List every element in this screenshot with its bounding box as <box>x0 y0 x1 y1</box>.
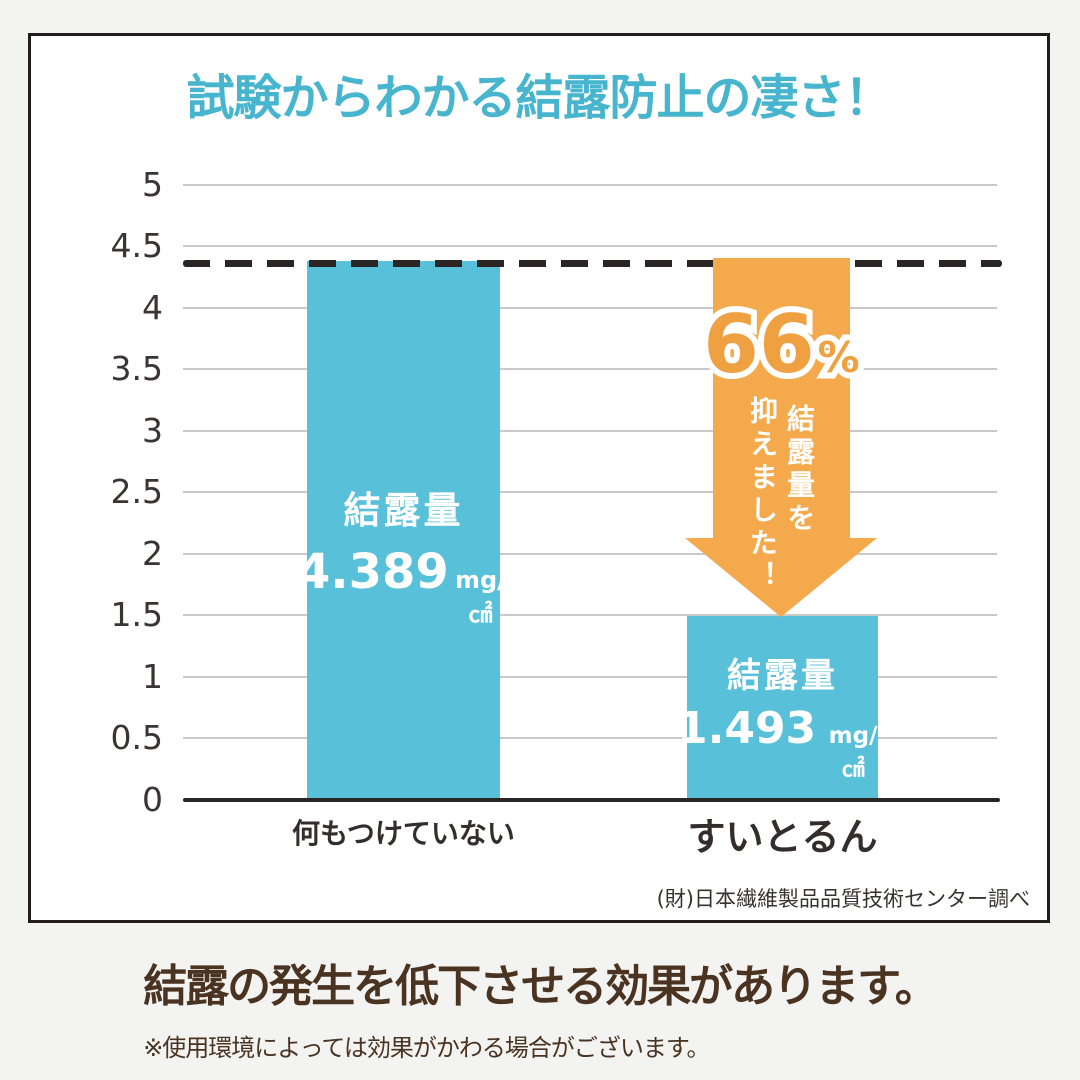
arrow-caption-col1: 結露量を <box>783 404 816 536</box>
arrow-caption: 結露量を 抑えました！ <box>680 396 880 610</box>
y-tick-label: 0 <box>142 780 163 819</box>
gridline <box>183 307 997 309</box>
chart-panel <box>28 33 1050 923</box>
footer-heading: 結露の発生を低下させる効果があります。 <box>143 961 939 1012</box>
y-tick-label: 2.5 <box>110 472 163 511</box>
gridline <box>183 737 997 739</box>
percent-callout: 66% 66% <box>678 298 885 391</box>
bar1-unit: mg/㎠ <box>454 566 506 628</box>
footer: 結露の発生を低下させる効果があります。 ※使用環境によっては効果がかわる場合がご… <box>0 950 1080 1063</box>
bar2-unit: mg/㎠ <box>828 723 878 782</box>
reference-dashed-line <box>183 260 1002 267</box>
gridline <box>183 368 997 370</box>
gridline <box>183 184 997 186</box>
down-arrow <box>685 258 877 617</box>
y-tick-label: 5 <box>142 165 163 204</box>
down-arrow-shape <box>685 258 877 617</box>
y-tick-label: 2 <box>142 534 163 573</box>
gridline <box>183 430 997 432</box>
bar1-value: 4.389 <box>297 544 449 600</box>
percent-outline: 66% <box>697 298 865 391</box>
gridline <box>183 676 997 678</box>
bar-no-treatment <box>307 261 500 800</box>
category-label-suitorun: すいとるん <box>687 815 878 859</box>
percent-value: 66% <box>703 298 860 391</box>
gridline <box>183 245 997 247</box>
x-axis-line <box>183 798 1000 802</box>
y-tick-label: 4.5 <box>110 226 163 265</box>
gridline <box>183 491 997 493</box>
y-tick-label: 3.5 <box>110 349 163 388</box>
gridline <box>183 553 997 555</box>
bar2-name: 結露量 <box>727 656 838 696</box>
bar-suitorun <box>687 616 878 800</box>
y-tick-label: 4 <box>142 288 163 327</box>
y-tick-label: 0.5 <box>110 718 163 757</box>
y-tick-label: 3 <box>142 411 163 450</box>
y-tick-label: 1 <box>142 657 163 696</box>
category-label-no-treatment: 何もつけていない <box>292 817 515 850</box>
bar2-label: 結露量 1.493 mg/㎠ <box>677 648 888 783</box>
bar1-label: 結露量 4.389 mg/㎠ <box>297 480 510 629</box>
bar2-value: 1.493 <box>677 703 817 754</box>
chart-title: 試験からわかる結露防止の凄さ！ <box>186 70 892 126</box>
y-tick-label: 1.5 <box>110 595 163 634</box>
footer-note: ※使用環境によっては効果がかわる場合がございます。 <box>143 1034 710 1062</box>
bar1-name: 結露量 <box>343 489 464 532</box>
gridline <box>183 614 997 616</box>
source-credit: (財)日本繊維製品品質技術センター調べ <box>656 887 1030 911</box>
arrow-caption-col2: 抑えました！ <box>746 396 779 594</box>
